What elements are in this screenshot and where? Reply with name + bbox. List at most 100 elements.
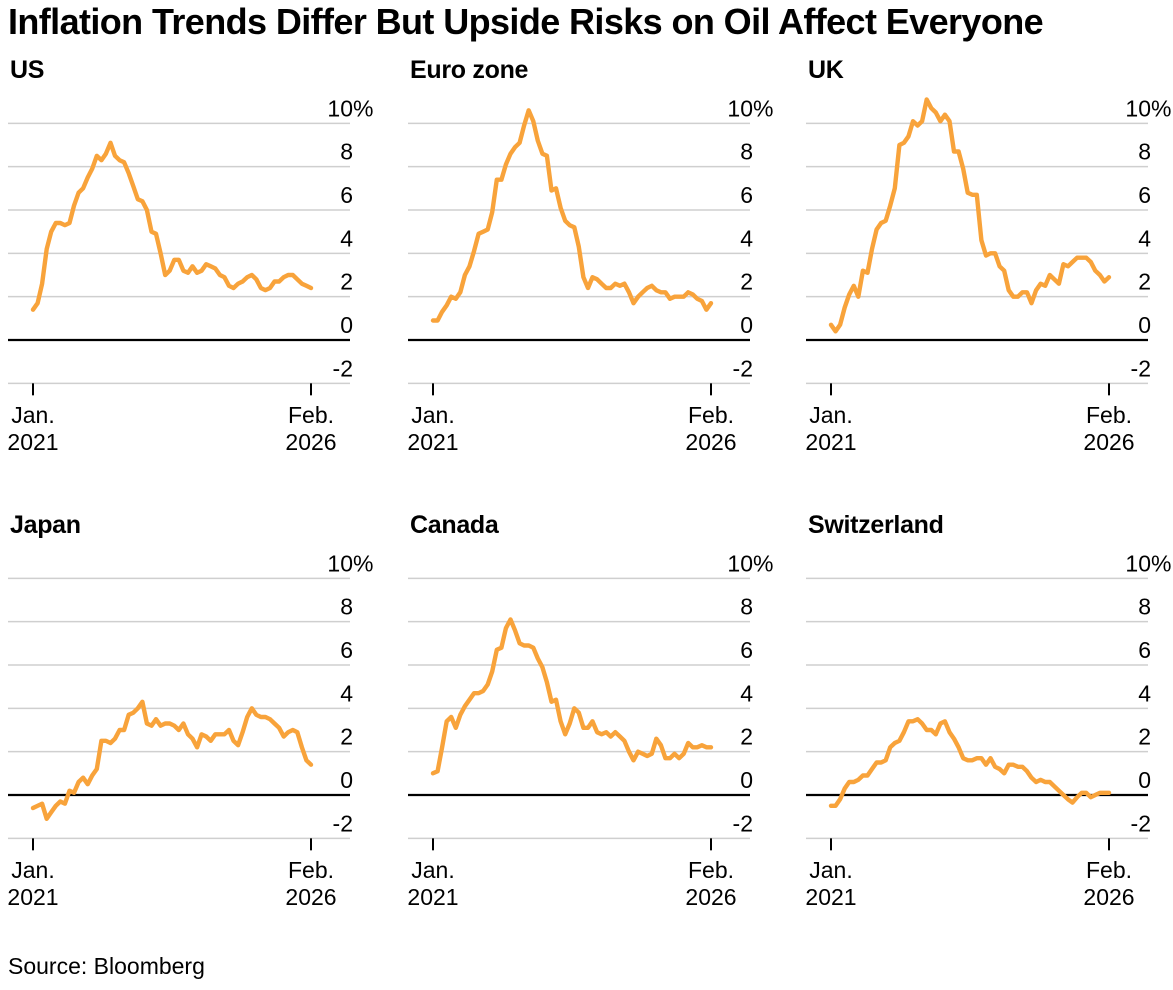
svg-text:6: 6	[1138, 637, 1151, 663]
svg-text:%: %	[753, 95, 773, 121]
x-axis-start-month: Jan.	[809, 857, 853, 883]
svg-text:4: 4	[340, 225, 353, 251]
chart-euro-zone: Euro zone 10% 8 6 4 2 0 -2 Jan. 2021 Feb. 2026	[407, 55, 773, 510]
svg-text:-2: -2	[733, 810, 753, 836]
svg-text:%: %	[353, 550, 373, 576]
svg-text:0: 0	[340, 767, 353, 793]
x-axis-label-end: Feb. 2026	[666, 402, 756, 456]
x-axis-start-month: Jan.	[411, 857, 455, 883]
svg-text:8: 8	[340, 139, 353, 165]
x-axis-end-year: 2026	[1083, 429, 1135, 455]
x-axis-start-year: 2021	[407, 884, 459, 910]
svg-text:%: %	[1151, 95, 1171, 121]
x-axis-start-year: 2021	[407, 429, 459, 455]
x-axis-start-year: 2021	[805, 884, 857, 910]
chart-switzerland: Switzerland 10% 8 6 4 2 0 -2 Jan. 2021 Feb. 20…	[805, 510, 1171, 965]
x-axis-end-month: Feb.	[1085, 857, 1133, 883]
euro-zone-line-chart: 10 %8 6 4 2 0 -2	[408, 95, 773, 396]
x-axis-start-year: 2021	[805, 429, 857, 455]
chart-title-japan: Japan	[10, 511, 81, 539]
x-axis-start-year: 2021	[7, 429, 59, 455]
chart-title-canada: Canada	[410, 511, 499, 539]
svg-text:10: 10	[727, 95, 753, 121]
svg-text:2: 2	[340, 269, 353, 295]
svg-text:-2: -2	[333, 810, 353, 836]
svg-text:2: 2	[340, 724, 353, 750]
chart-us: US 10% 8 6 4 2 0 -2 Jan. 2021 Feb. 2026	[7, 55, 373, 510]
x-axis-label-end: Feb. 2026	[1064, 402, 1154, 456]
svg-text:10: 10	[1125, 95, 1151, 121]
x-axis-label-start: Jan. 2021	[786, 857, 876, 911]
svg-text:6: 6	[340, 182, 353, 208]
svg-text:-2: -2	[333, 355, 353, 381]
svg-text:8: 8	[1138, 139, 1151, 165]
svg-text:0: 0	[740, 767, 753, 793]
chart-title-uk: UK	[808, 56, 844, 84]
svg-text:%: %	[353, 95, 373, 121]
x-axis-label-end: Feb. 2026	[1064, 857, 1154, 911]
x-axis-end-year: 2026	[685, 429, 737, 455]
x-axis-end-month: Feb.	[287, 857, 335, 883]
svg-text:6: 6	[340, 637, 353, 663]
svg-text:0: 0	[340, 312, 353, 338]
svg-text:8: 8	[1138, 594, 1151, 620]
switzerland-line-chart: 10 %8 6 4 2 0 -2	[806, 550, 1171, 851]
x-axis-label-start: Jan. 2021	[388, 857, 478, 911]
canada-line-chart: 10 %8 6 4 2 0 -2	[408, 550, 773, 851]
svg-text:0: 0	[1138, 312, 1151, 338]
svg-text:-2: -2	[1131, 810, 1151, 836]
x-axis-end-month: Feb.	[687, 402, 735, 428]
svg-text:%: %	[1151, 550, 1171, 576]
japan-line-chart: 10 %8 6 4 2 0 -2	[8, 550, 373, 851]
svg-text:2: 2	[1138, 724, 1151, 750]
chart-canada: Canada 10% 8 6 4 2 0 -2 Jan. 2021 Feb. 2026	[407, 510, 773, 965]
x-axis-end-year: 2026	[285, 429, 337, 455]
x-axis-start-month: Jan.	[411, 402, 455, 428]
chart-japan: Japan 10% 8 6 4 2 0 -2 Jan. 2021 Feb. 2026	[7, 510, 373, 965]
page-title: Inflation Trends Differ But Upside Risks…	[8, 1, 1044, 42]
x-axis-end-month: Feb.	[1085, 402, 1133, 428]
x-axis-start-month: Jan.	[809, 402, 853, 428]
chart-uk: UK 10% 8 6 4 2 0 -2 Jan. 2021 Feb. 2026	[805, 55, 1171, 510]
svg-text:2: 2	[740, 269, 753, 295]
x-axis-label-start: Jan. 2021	[786, 402, 876, 456]
svg-text:8: 8	[740, 594, 753, 620]
svg-text:2: 2	[1138, 269, 1151, 295]
svg-text:4: 4	[340, 680, 353, 706]
x-axis-start-month: Jan.	[11, 857, 55, 883]
x-axis-end-month: Feb.	[687, 857, 735, 883]
svg-text:8: 8	[340, 594, 353, 620]
svg-text:4: 4	[740, 225, 753, 251]
us-line-chart: 10 %8 6 4 2 0 -2	[8, 95, 373, 396]
source-credit: Source: Bloomberg	[8, 953, 205, 979]
x-axis-label-end: Feb. 2026	[666, 857, 756, 911]
x-axis-start-month: Jan.	[11, 402, 55, 428]
svg-text:4: 4	[740, 680, 753, 706]
x-axis-end-year: 2026	[285, 884, 337, 910]
svg-text:10: 10	[327, 550, 353, 576]
svg-text:2: 2	[740, 724, 753, 750]
chart-title-euro-zone: Euro zone	[410, 56, 529, 84]
x-axis-label-end: Feb. 2026	[266, 402, 356, 456]
svg-text:10: 10	[327, 95, 353, 121]
chart-title-us: US	[10, 56, 45, 84]
uk-line-chart: 10 %8 6 4 2 0 -2	[806, 95, 1171, 396]
svg-text:-2: -2	[733, 355, 753, 381]
svg-text:10: 10	[1125, 550, 1151, 576]
x-axis-label-end: Feb. 2026	[266, 857, 356, 911]
x-axis-label-start: Jan. 2021	[388, 402, 478, 456]
svg-text:0: 0	[1138, 767, 1151, 793]
x-axis-label-start: Jan. 2021	[0, 857, 78, 911]
svg-text:8: 8	[740, 139, 753, 165]
chart-title-switzerland: Switzerland	[808, 511, 944, 539]
x-axis-label-start: Jan. 2021	[0, 402, 78, 456]
x-axis-end-year: 2026	[685, 884, 737, 910]
svg-text:4: 4	[1138, 680, 1151, 706]
x-axis-end-year: 2026	[1083, 884, 1135, 910]
x-axis-end-month: Feb.	[287, 402, 335, 428]
svg-text:6: 6	[740, 637, 753, 663]
svg-text:0: 0	[740, 312, 753, 338]
svg-text:-2: -2	[1131, 355, 1151, 381]
x-axis-start-year: 2021	[7, 884, 59, 910]
svg-text:6: 6	[740, 182, 753, 208]
